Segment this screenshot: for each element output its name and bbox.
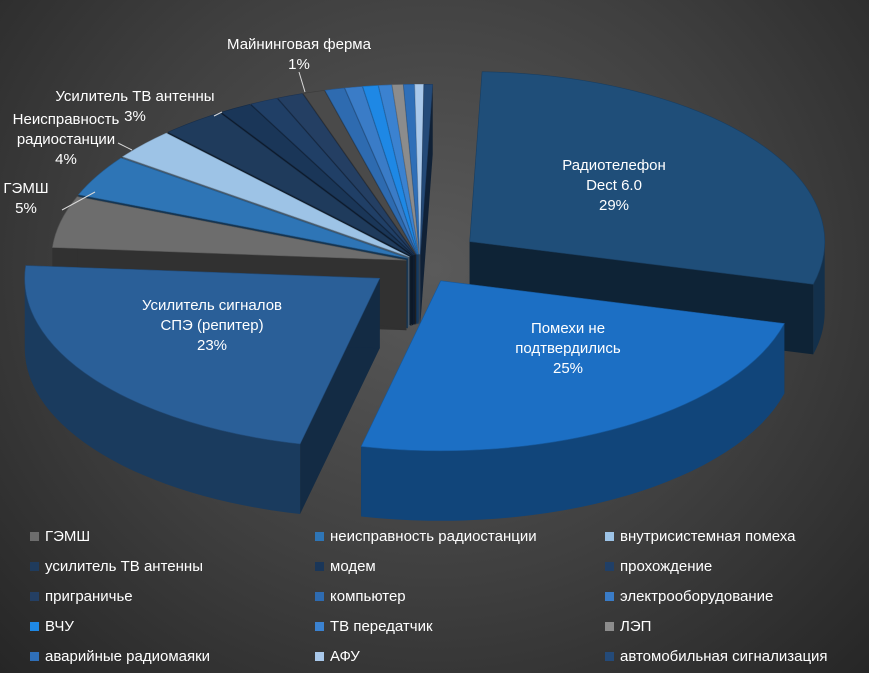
legend-item: компьютер	[315, 586, 605, 606]
legend-swatch	[605, 531, 614, 541]
legend-label: автомобильная сигнализация	[620, 647, 828, 665]
legend-item: электрооборудование	[605, 586, 860, 606]
legend-label: ВЧУ	[45, 617, 74, 635]
legend-swatch	[315, 651, 324, 661]
legend-label: внутрисистемная помеха	[620, 527, 796, 545]
legend-label: ЛЭП	[620, 617, 652, 635]
legend-item: усилитель ТВ антенны	[30, 556, 315, 576]
legend-item: ТВ передатчик	[315, 616, 605, 636]
legend-label: АФУ	[330, 647, 360, 665]
legend-swatch	[605, 621, 614, 631]
leader-line-10	[298, 71, 306, 93]
leader-line-4	[117, 142, 133, 151]
slice-13	[362, 85, 419, 255]
legend-swatch	[30, 591, 39, 601]
legend-item: неисправность радиостанции	[315, 526, 605, 546]
slice-4	[78, 157, 408, 259]
slice-10	[302, 90, 417, 255]
legend-label: приграничье	[45, 587, 133, 605]
legend-label: прохождение	[620, 557, 713, 575]
legend-item: приграничье	[30, 586, 315, 606]
data-label-2: Усилитель сигналов СПЭ (репитер) 23%	[142, 297, 282, 354]
legend-item: автомобильная сигнализация	[605, 646, 860, 666]
data-label-10: Майнинговая ферма 1%	[227, 36, 372, 73]
legend-swatch	[315, 531, 324, 541]
slice-2	[24, 265, 381, 445]
legend-label: модем	[330, 557, 376, 575]
slice-11	[324, 87, 418, 255]
legend-label: ГЭМШ	[45, 527, 91, 545]
slice-14	[378, 84, 419, 255]
pie-labels: Радиотелефон Dect 6.0 29% Помехи не подтверд…	[3, 36, 665, 377]
legend-swatch	[315, 561, 324, 571]
legend-swatch	[30, 651, 39, 661]
legend-swatch	[605, 561, 614, 571]
data-label-4: Неисправность радиостанции 4%	[13, 111, 120, 168]
legend-item: ЛЭП	[605, 616, 860, 636]
legend-item: аварийные радиомаяки	[30, 646, 315, 666]
slice-3	[52, 196, 407, 261]
legend-item: внутрисистемная помеха	[605, 526, 860, 546]
data-label-3: ГЭМШ 5%	[3, 180, 48, 217]
slice-15	[391, 84, 420, 255]
data-label-1: Помехи не подтвердились 25%	[515, 320, 621, 377]
legend-label: аварийные радиомаяки	[45, 647, 211, 665]
legend-label: усилитель ТВ антенны	[45, 557, 203, 575]
slice-side-1-0	[361, 323, 785, 521]
legend-swatch	[605, 591, 614, 601]
pie-slices	[24, 71, 825, 521]
slice-18	[420, 84, 434, 255]
legend-swatch	[30, 531, 39, 541]
legend-item: ВЧУ	[30, 616, 315, 636]
slice-17	[414, 84, 424, 255]
slice-16	[403, 84, 420, 255]
slice-1	[360, 280, 785, 452]
slice-8	[250, 97, 415, 256]
slice-9	[277, 93, 416, 255]
slice-0	[469, 71, 825, 285]
legend-swatch	[30, 561, 39, 571]
slice-12	[344, 86, 418, 255]
legend-label: ТВ передатчик	[330, 617, 433, 635]
legend-swatch	[315, 591, 324, 601]
slice-wall-18-1	[420, 84, 433, 325]
slice-5	[122, 132, 410, 258]
legend-item: прохождение	[605, 556, 860, 576]
legend-swatch	[605, 651, 614, 661]
legend-label: электрооборудование	[620, 587, 774, 605]
legend-item: ГЭМШ	[30, 526, 315, 546]
leader-line-6	[213, 111, 223, 117]
leader-line-3	[61, 191, 96, 211]
legend-swatch	[30, 621, 39, 631]
legend-label: неисправность радиостанции	[330, 527, 537, 545]
chart-legend: ГЭМШ неисправность радиостанции внутрисист…	[30, 526, 860, 666]
legend-item: АФУ	[315, 646, 605, 666]
data-label-0: Радиотелефон Dect 6.0 29%	[562, 157, 666, 214]
slice-side-2-0	[24, 278, 301, 514]
legend-item: модем	[315, 556, 605, 576]
slice-side-0-0	[813, 241, 825, 355]
legend-swatch	[315, 621, 324, 631]
legend-label: компьютер	[330, 587, 406, 605]
data-label-6: Усилитель ТВ антенны 3%	[55, 88, 214, 125]
